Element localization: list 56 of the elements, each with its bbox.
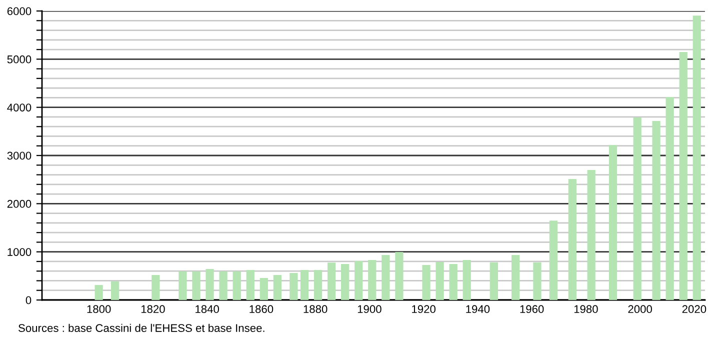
- bar: [666, 97, 674, 300]
- y-tick-label: 4000: [7, 104, 32, 112]
- x-tick-label: 1800: [87, 305, 111, 314]
- bar: [490, 262, 498, 300]
- bar: [341, 264, 350, 300]
- y-tick-label: 6000: [7, 7, 32, 16]
- bar: [219, 271, 228, 300]
- bar: [232, 271, 241, 300]
- x-tick-label: 2000: [628, 305, 652, 314]
- x-tick-label: 1980: [574, 305, 598, 314]
- bar: [368, 260, 376, 300]
- bar: [587, 170, 596, 300]
- x-tick-label: 1960: [520, 305, 544, 314]
- x-tick-label: 1920: [412, 305, 436, 314]
- bar: [273, 275, 282, 300]
- bar: [260, 278, 268, 300]
- bar: [679, 52, 688, 300]
- bar: [290, 272, 298, 300]
- bar: [462, 260, 471, 300]
- bar: [512, 255, 520, 300]
- bar: [246, 270, 254, 300]
- bar: [568, 179, 576, 300]
- bar: [354, 260, 363, 300]
- x-tick-label: 1860: [250, 305, 274, 314]
- bar: [382, 255, 390, 300]
- bar: [111, 281, 120, 300]
- bar: [192, 271, 200, 300]
- x-tick-label: 1880: [304, 305, 328, 314]
- x-tick-label: 1940: [466, 305, 490, 314]
- bar: [178, 271, 187, 300]
- bar: [692, 16, 701, 300]
- x-tick-label: 2020: [682, 305, 706, 314]
- bar: [608, 145, 618, 300]
- y-tick-label: 2000: [7, 200, 32, 208]
- x-tick-label: 1840: [196, 305, 219, 314]
- bar: [652, 121, 660, 300]
- source-note: Sources : base Cassini de l'EHESS et base Insee.: [18, 324, 264, 332]
- bar: [314, 270, 322, 300]
- bar: [152, 275, 160, 300]
- y-tick-label: 1000: [8, 248, 32, 256]
- bar: [395, 252, 404, 300]
- x-tick-label: 1900: [358, 305, 382, 314]
- bar: [327, 262, 336, 300]
- bar: [94, 285, 103, 300]
- bar: [633, 117, 642, 300]
- x-tick-label: 1820: [141, 305, 165, 314]
- bar: [422, 264, 430, 300]
- bar: [206, 268, 214, 300]
- bar: [549, 220, 558, 300]
- bar: [533, 262, 542, 300]
- bar: [449, 264, 458, 300]
- y-tick-label: 0: [26, 296, 32, 304]
- y-tick-label: 3000: [7, 152, 32, 160]
- y-tick-label: 5000: [7, 55, 32, 64]
- bar: [436, 262, 444, 300]
- bar: [300, 270, 309, 300]
